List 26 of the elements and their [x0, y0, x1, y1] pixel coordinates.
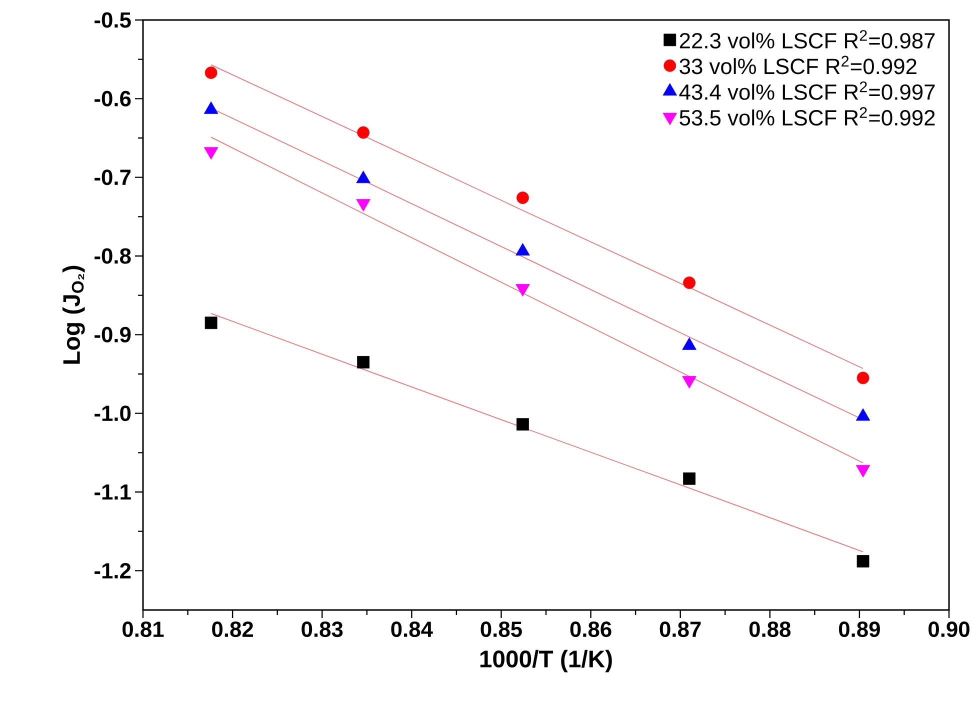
- x-tick-label: 0.90: [928, 622, 970, 638]
- x-tick-label: 0.83: [302, 622, 343, 638]
- line-series: [210, 312, 864, 552]
- y-tick-label: -0.8: [94, 248, 131, 264]
- x-axis-title: 1000/T (1/K): [480, 650, 612, 672]
- legend-label: 33 vol% LSCF R$^{2}$=0.992: [680, 56, 916, 74]
- y-tick-label: -1.2: [94, 563, 131, 578]
- x-tick-label: 0.89: [838, 622, 880, 638]
- x-tick-label: 0.88: [749, 622, 791, 638]
- y-tick-label: -1.1: [94, 484, 131, 500]
- x-tick-label: 0.85: [480, 622, 522, 638]
- x-tick-label: 0.82: [212, 622, 254, 638]
- x-tick-label: 0.86: [570, 622, 612, 638]
- y-tick-label: -0.7: [94, 170, 131, 186]
- y-tick-label: -0.9: [94, 326, 131, 342]
- y-axis-title: Log (J$_{O₂}$): [62, 266, 85, 364]
- y-tick-label: -0.5: [94, 12, 131, 28]
- y-tick-label: -1.0: [94, 406, 131, 422]
- legend-label: 43.4 vol% LSCF R$^{2}$=0.997: [679, 81, 935, 100]
- x-tick-label: 0.81: [122, 622, 164, 638]
- legend-label: 22.3 vol% LSCF R$^{2}$=0.987: [680, 30, 935, 49]
- line-series: [210, 136, 864, 464]
- legend-label: 53.5 vol% LSCF R$^{2}$=0.992: [680, 107, 935, 126]
- y-tick-label: -0.6: [94, 90, 131, 106]
- x-tick-label: 0.87: [660, 622, 701, 638]
- x-tick-label: 0.84: [391, 622, 433, 638]
